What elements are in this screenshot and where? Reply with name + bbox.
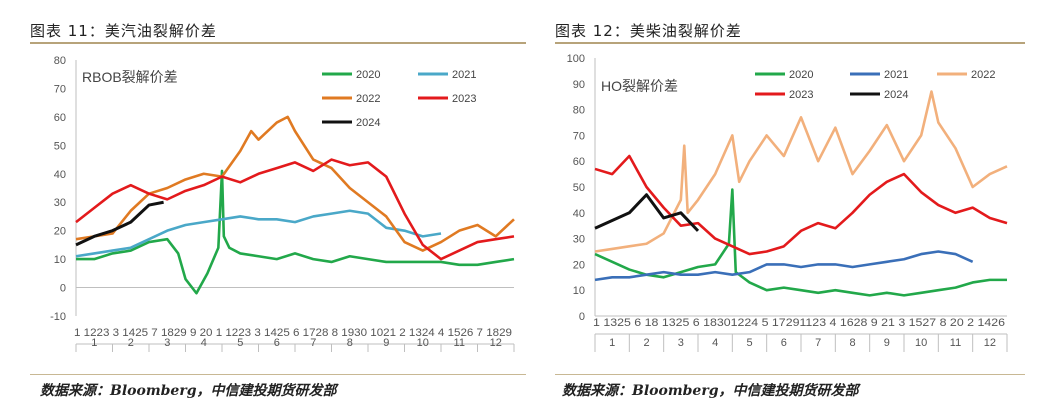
month-label: 10 xyxy=(417,337,429,349)
gasoline-crack-spread-chart: -10 0 10 20 30 40 50 60 70 80 1 1223 3 1425 7 1829… xyxy=(50,55,515,352)
legend-label-2022: 2022 xyxy=(971,69,995,81)
month-label: 4 xyxy=(201,337,207,349)
source-divider xyxy=(30,374,526,375)
y-tick-label: 70 xyxy=(573,130,585,142)
chart-panel: -10 0 10 20 30 40 50 60 70 80 1 1223 3 1425 7 1829… xyxy=(30,44,526,372)
legend-label-2022: 2022 xyxy=(356,93,380,105)
series-line-2024 xyxy=(594,193,700,232)
y-tick-label: 90 xyxy=(573,79,585,91)
y-tick-label: 50 xyxy=(573,182,585,194)
title-divider xyxy=(555,42,1025,44)
month-label: 9 xyxy=(884,337,890,349)
inner-chart-title: HO裂解价差 xyxy=(601,78,678,94)
month-label: 2 xyxy=(128,337,134,349)
x-tick-labels: 1 1223 3 1425 7 1829 9 20 1 1223 3 1425 … xyxy=(74,327,512,339)
figure-title: 图表 11：美汽油裂解价差 xyxy=(30,22,217,40)
series-line-2022 xyxy=(594,90,1008,253)
month-label: 2 xyxy=(643,337,649,349)
month-label: 10 xyxy=(915,337,927,349)
month-label: 9 xyxy=(383,337,389,349)
month-label: 12 xyxy=(490,337,502,349)
y-tick-label: 40 xyxy=(573,208,585,220)
y-tick-label: 10 xyxy=(54,254,66,266)
x-tick-labels: 1 1325 6 18 1325 6 18301224 5 17291123 4… xyxy=(593,317,1005,329)
month-label: 8 xyxy=(849,337,855,349)
y-tick-label: 80 xyxy=(573,105,585,117)
month-label: 11 xyxy=(454,337,465,349)
series-line-2023 xyxy=(75,158,515,261)
month-label: 12 xyxy=(984,337,996,349)
month-label: 11 xyxy=(950,337,961,349)
legend-label-2021: 2021 xyxy=(452,69,476,81)
month-label: 1 xyxy=(91,337,97,349)
y-tick-label: 30 xyxy=(573,234,585,246)
series-line-2021 xyxy=(594,250,974,282)
y-tick-label: 20 xyxy=(573,259,585,271)
legend-label-2023: 2023 xyxy=(789,89,813,101)
diesel-crack-spread-chart: 0 10 20 30 40 50 60 70 80 90 100 1 1325 6 18 1325 6… xyxy=(567,53,1008,352)
month-label: 7 xyxy=(815,337,821,349)
source-note: 数据来源：Bloomberg，中信建投期货研发部 xyxy=(562,383,859,399)
series-line-2021 xyxy=(75,209,442,258)
month-label: 3 xyxy=(678,337,684,349)
y-tick-label: 80 xyxy=(54,55,66,67)
legend-label-2021: 2021 xyxy=(884,69,908,81)
month-label: 7 xyxy=(310,337,316,349)
month-label: 1 xyxy=(609,337,615,349)
legend-label-2020: 2020 xyxy=(356,69,380,81)
series-line-2020 xyxy=(594,188,1007,297)
y-tick-label: 30 xyxy=(54,197,66,209)
month-label: 3 xyxy=(164,337,170,349)
month-label: 5 xyxy=(237,337,243,349)
y-tick-label: 70 xyxy=(54,83,66,95)
series-line-2024 xyxy=(75,200,164,247)
y-tick-label: 60 xyxy=(54,112,66,124)
month-label: 8 xyxy=(347,337,353,349)
y-tick-label: 0 xyxy=(579,311,585,323)
y-tick-label: 10 xyxy=(573,285,585,297)
legend-label-2024: 2024 xyxy=(884,89,908,101)
y-tick-label: 20 xyxy=(54,226,66,238)
y-tick-label: 40 xyxy=(54,169,66,181)
month-label: 6 xyxy=(274,337,280,349)
inner-chart-title: RBOB裂解价差 xyxy=(82,69,178,85)
y-tick-label: -10 xyxy=(50,311,66,323)
series-line-2022 xyxy=(75,115,515,252)
y-tick-label: 100 xyxy=(567,53,585,65)
month-label: 5 xyxy=(746,337,752,349)
y-tick-label: 60 xyxy=(573,156,585,168)
legend-label-2023: 2023 xyxy=(452,93,476,105)
legend-label-2024: 2024 xyxy=(356,117,380,129)
series-line-2023 xyxy=(594,154,1008,256)
month-label: 4 xyxy=(712,337,718,349)
chart-panel: 0 10 20 30 40 50 60 70 80 90 100 1 1325 6 18 1325 6… xyxy=(555,44,1025,372)
y-tick-label: 0 xyxy=(60,283,66,295)
source-note: 数据来源：Bloomberg，中信建投期货研发部 xyxy=(40,383,337,399)
y-tick-label: 50 xyxy=(54,140,66,152)
source-divider xyxy=(555,374,1025,375)
legend-label-2020: 2020 xyxy=(789,69,813,81)
month-label: 6 xyxy=(781,337,787,349)
series-line-2020 xyxy=(76,169,515,295)
title-divider xyxy=(30,42,526,44)
figure-title: 图表 12：美柴油裂解价差 xyxy=(555,22,742,40)
